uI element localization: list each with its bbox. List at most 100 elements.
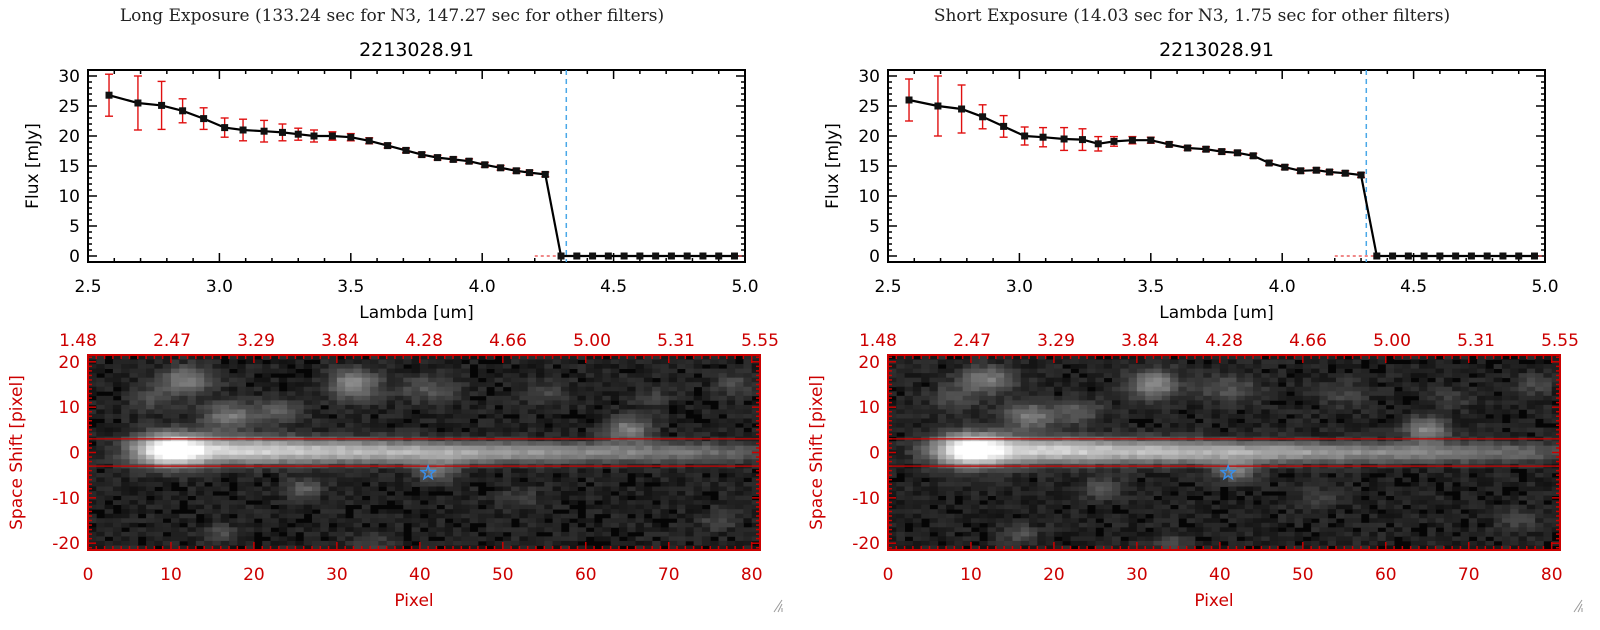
sky-pixel (436, 540, 446, 546)
sky-pixel (701, 427, 711, 433)
sky-pixel (643, 373, 653, 379)
sky-pixel (270, 413, 280, 419)
sky-pixel (345, 441, 354, 447)
sky-pixel (1410, 382, 1420, 388)
sky-pixel (577, 355, 587, 360)
sky-pixel (1535, 368, 1544, 374)
sky-pixel (635, 409, 645, 415)
sky-pixel (979, 391, 988, 397)
sky-pixel (137, 395, 147, 401)
sky-pixel (494, 386, 504, 392)
sky-pixel (718, 450, 728, 456)
sky-pixel (1103, 368, 1113, 374)
sky-pixel (253, 427, 263, 433)
sky-pixel (743, 395, 753, 401)
sky-pixel (270, 395, 280, 401)
sky-pixel (1253, 373, 1262, 379)
sky-pixel (627, 391, 636, 397)
sky-pixel (1153, 400, 1163, 406)
sky-pixel (378, 386, 388, 392)
sky-pixel (594, 495, 603, 501)
sky-pixel (1244, 400, 1254, 406)
sky-pixel (336, 445, 346, 451)
sky-pixel (262, 545, 271, 551)
image-y-axis-label: Space Shift [pixel] (7, 375, 27, 530)
sky-pixel (220, 531, 230, 537)
sky-pixel (1435, 359, 1445, 365)
sky-pixel (162, 468, 172, 474)
sky-pixel (1228, 409, 1237, 415)
sky-pixel (594, 355, 603, 360)
sky-pixel (1120, 409, 1129, 415)
sky-pixel (735, 400, 744, 406)
sky-pixel (170, 395, 180, 401)
sky-pixel (453, 364, 462, 369)
sky-pixel (428, 527, 437, 533)
sky-pixel (436, 509, 446, 515)
sky-pixel (635, 450, 645, 456)
sky-pixel (312, 355, 321, 360)
sky-pixel (121, 481, 130, 487)
sky-pixel (303, 432, 313, 438)
sky-pixel (602, 472, 612, 478)
sky-pixel (904, 359, 914, 365)
sky-pixel (328, 368, 338, 374)
sky-pixel (436, 391, 446, 397)
sky-pixel (419, 540, 429, 546)
sky-pixel (394, 527, 404, 533)
sky-pixel (287, 355, 296, 360)
sky-pixel (461, 404, 471, 410)
sky-pixel (527, 359, 537, 365)
sky-pixel (370, 495, 379, 501)
sky-pixel (635, 400, 645, 406)
image-x-tick-label: 0 (83, 565, 94, 585)
sky-pixel (511, 513, 520, 519)
sky-pixel (618, 373, 628, 379)
sky-pixel (1377, 373, 1387, 379)
sky-pixel (287, 441, 296, 447)
sky-pixel (195, 418, 205, 424)
sky-pixel (1336, 373, 1345, 379)
sky-pixel (146, 454, 155, 460)
sky-pixel (220, 418, 230, 424)
data-point (1147, 136, 1155, 144)
sky-pixel (1352, 359, 1362, 365)
sky-pixel (187, 504, 197, 510)
data-point (699, 252, 707, 260)
sky-pixel (627, 382, 636, 388)
sky-pixel (610, 427, 620, 433)
sky-pixel (677, 518, 686, 524)
sky-pixel (1277, 391, 1287, 397)
sky-pixel (1053, 382, 1063, 388)
sky-pixel (303, 450, 313, 456)
sky-pixel (444, 355, 454, 360)
sky-pixel (569, 386, 578, 392)
sky-pixel (527, 454, 537, 460)
sky-pixel (511, 527, 520, 533)
sky-pixel (1377, 413, 1387, 419)
sky-pixel (146, 373, 155, 379)
sky-pixel (1194, 400, 1204, 406)
sky-pixel (511, 427, 520, 433)
sky-pixel (1344, 413, 1353, 419)
sky-pixel (585, 395, 595, 401)
sky-pixel (1369, 386, 1378, 392)
sky-pixel (220, 404, 230, 410)
sky-pixel (560, 364, 570, 369)
sky-pixel (212, 423, 222, 428)
sky-pixel (1178, 382, 1188, 388)
sky-pixel (146, 468, 155, 474)
sky-pixel (1261, 400, 1271, 406)
sky-pixel (979, 386, 988, 392)
sky-pixel (494, 450, 504, 456)
sky-pixel (287, 413, 296, 419)
sky-pixel (370, 450, 379, 456)
data-point (1483, 252, 1491, 260)
sky-pixel (353, 359, 363, 365)
sky-pixel (560, 450, 570, 456)
sky-pixel (411, 468, 421, 474)
sky-pixel (1203, 364, 1212, 369)
sky-pixel (1269, 391, 1279, 397)
sky-pixel (1261, 377, 1271, 383)
sky-pixel (585, 495, 595, 501)
